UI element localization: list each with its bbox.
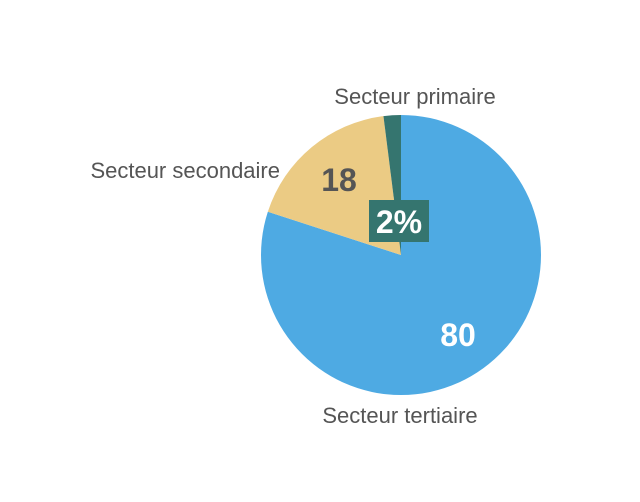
- pie-slice-secteur-secondaire: [267, 116, 401, 255]
- category-label-tertiaire: Secteur tertiaire: [322, 403, 477, 428]
- primary-value-label-box: [369, 200, 429, 242]
- category-label-primaire: Secteur primaire: [334, 84, 495, 109]
- category-label-secondaire: Secteur secondaire: [90, 158, 280, 183]
- value-label-secondaire: 18: [321, 162, 357, 198]
- value-label-tertiaire: 80: [440, 317, 476, 353]
- value-label-primaire: 2%: [376, 204, 422, 240]
